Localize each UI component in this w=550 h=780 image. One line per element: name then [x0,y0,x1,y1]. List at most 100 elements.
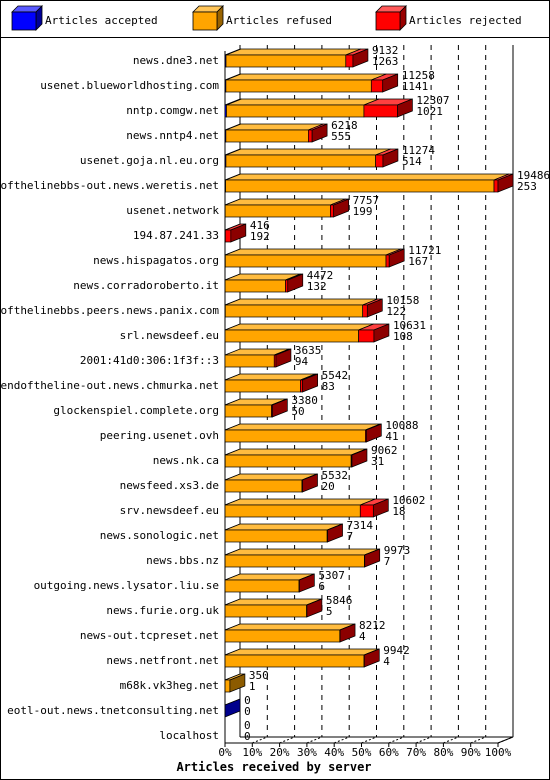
total-value: 0 [244,694,251,707]
rejected-value: 41 [385,430,398,443]
total-value: 12307 [416,94,449,107]
floor-grid-line [279,736,295,744]
total-value: 10602 [392,494,425,507]
server-label: endofthelinebbs.peers.news.panix.com [0,304,219,317]
floor-grid-line [334,736,350,744]
total-value: 8212 [359,619,386,632]
rejected-value: 253 [517,180,537,193]
rejected-segment-side [333,198,350,218]
total-value: 350 [249,669,269,682]
rejected-segment-side [339,623,356,643]
rejected-segment-side [372,498,389,518]
rejected-value: 0 [244,730,251,743]
refused-segment [224,529,328,543]
x-tick-label: 30% [297,746,317,759]
total-value: 7757 [353,194,380,207]
refused-segment-top [225,198,346,206]
refused-segment-top [224,523,343,531]
refused-segment [224,404,272,418]
legend-item: Articles rejected [375,5,522,31]
server-label: peering.usenet.ovh [100,429,219,442]
server-label: m68k.vk3heg.net [120,679,219,692]
refused-segment-top [224,323,374,331]
rejected-segment-side [287,273,304,293]
rejected-segment-side [230,223,247,243]
rejected-value: 199 [353,205,373,218]
total-value: 6218 [331,119,358,132]
refused-segment [224,354,275,368]
rejected-value: 108 [393,330,413,343]
rejected-value: 0 [244,705,251,718]
rejected-segment-side [306,598,323,618]
refused-segment-top [225,48,361,56]
x-tick-label: 50% [352,746,372,759]
rejected-segment-side [364,548,381,568]
total-value: 11721 [408,244,441,257]
refused-segment [224,679,231,693]
rejected-segment-side [373,323,390,343]
total-value: 10631 [393,319,426,332]
bar-row: endofthelinebbs-out.news.weretis.net 1948… [0,169,550,193]
floor-grid-line [443,736,459,744]
rejected-value: 122 [386,305,406,318]
total-value: 5532 [322,469,349,482]
refused-segment-top [225,148,391,156]
rejected-segment-side [497,173,514,193]
server-label: usenet.goja.nl.eu.org [80,154,219,167]
rejected-value: 94 [295,355,309,368]
refused-segment [224,454,352,468]
refused-segment [224,279,286,293]
rejected-value: 4 [383,655,390,668]
refused-segment [224,629,341,643]
total-value: 5307 [318,569,345,582]
legend-swatch [192,11,218,31]
rejected-segment-side [363,648,380,668]
refused-segment-top [224,623,355,631]
x-tick-label: 70% [406,746,426,759]
bar-row: endofthelinebbs.peers.news.panix.com 1015… [0,294,419,318]
refused-segment [225,154,376,168]
rejected-value: 1141 [402,80,429,93]
server-label: outgoing.news.lysator.liu.se [34,579,219,592]
server-label: srl.newsdeef.eu [120,329,219,342]
x-tick-label: 100% [485,746,512,759]
rejected-value: 7 [347,530,354,543]
refused-segment-top [225,173,510,181]
server-label: usenet.network [126,204,219,217]
refused-segment-top [226,98,380,106]
rejected-segment-side [299,573,315,593]
x-axis: 0% 10% 20% 30% 40% 50% 60% 70% 80% 90% 100% [218,743,512,759]
server-label: srv.newsdeef.eu [120,504,219,517]
server-label: endofthelinebbs-out.news.weretis.net [0,179,219,192]
bar-row: localhost 00 [159,719,250,743]
legend-item: Articles accepted [11,5,158,31]
server-label: 2001:41d0:306:1f3f::3 [80,354,219,367]
server-label: news.dne3.net [133,54,219,67]
refused-segment-top [225,73,387,81]
rejected-value: 192 [250,230,270,243]
refused-segment [224,579,300,593]
x-tick-label: 90% [461,746,481,759]
total-value: 7314 [347,519,374,532]
refused-segment-top [224,423,381,431]
rejected-segment [385,254,390,268]
legend-label: Articles accepted [45,14,158,27]
total-value: 11274 [402,144,435,157]
server-label: endoftheline-out.news.chmurka.net [0,379,219,392]
refused-segment [224,329,359,343]
refused-segment [224,479,303,493]
rejected-value: 1263 [372,55,399,68]
